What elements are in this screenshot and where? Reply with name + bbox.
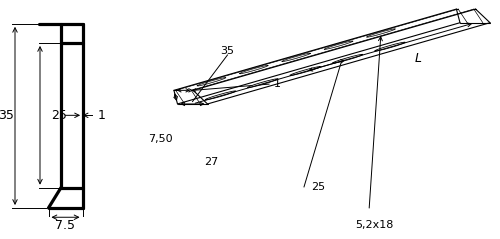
Ellipse shape: [324, 41, 353, 49]
Ellipse shape: [240, 65, 268, 74]
Ellipse shape: [366, 29, 396, 37]
Text: 25: 25: [312, 182, 326, 192]
Text: 5,2x18: 5,2x18: [355, 220, 393, 230]
Text: 1: 1: [98, 109, 106, 122]
Text: 27: 27: [204, 157, 218, 167]
Text: 1: 1: [274, 79, 281, 89]
Ellipse shape: [332, 54, 363, 63]
Text: 25: 25: [52, 109, 68, 122]
Ellipse shape: [282, 53, 310, 62]
Text: 35: 35: [0, 109, 14, 122]
Text: L: L: [415, 52, 422, 65]
Text: 7,50: 7,50: [148, 134, 173, 144]
Text: 35: 35: [220, 46, 234, 56]
Ellipse shape: [248, 79, 278, 88]
Ellipse shape: [290, 66, 320, 76]
Ellipse shape: [205, 91, 236, 100]
Ellipse shape: [197, 78, 226, 86]
Ellipse shape: [374, 42, 405, 51]
Text: 7.5: 7.5: [56, 219, 76, 232]
